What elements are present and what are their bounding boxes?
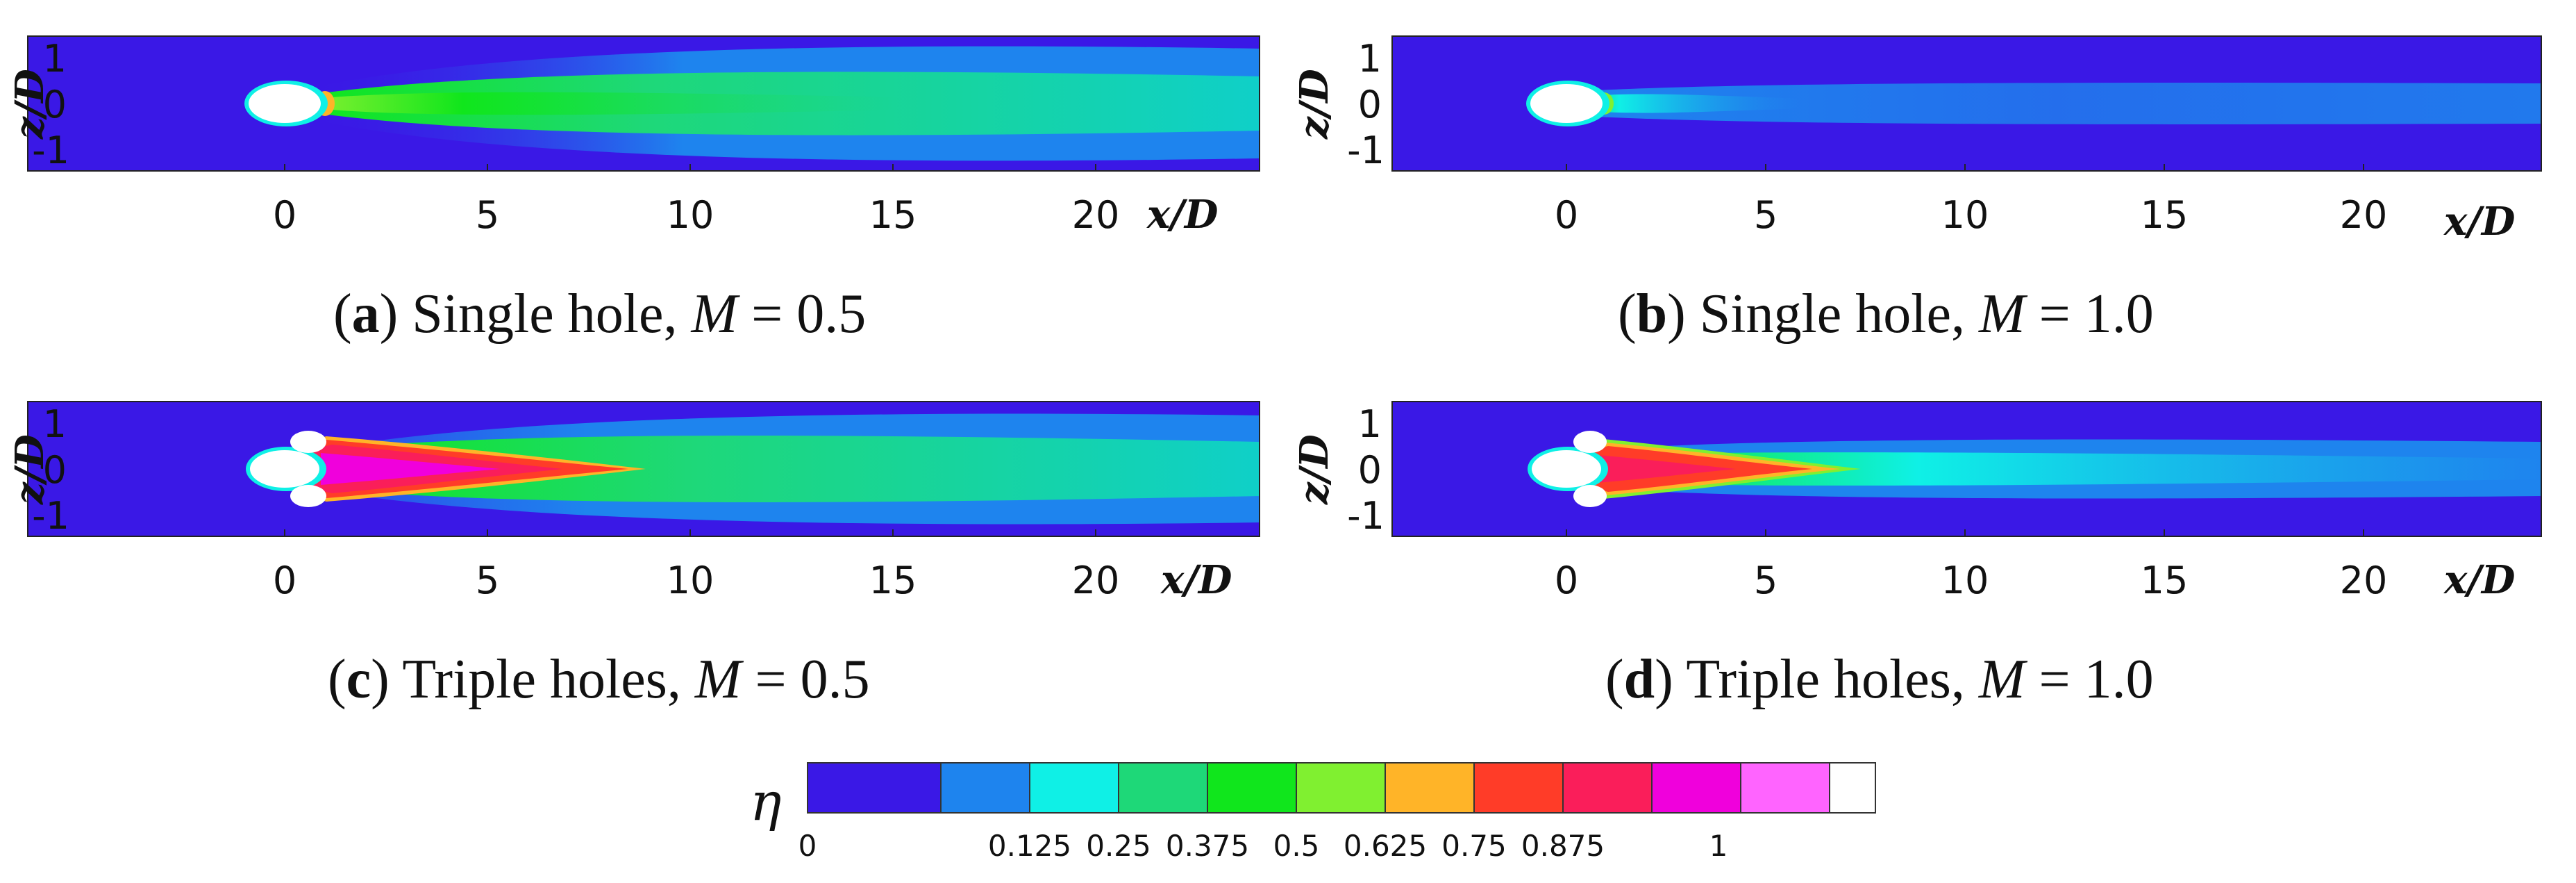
z-tick-label: 0 bbox=[1358, 448, 1382, 492]
colorbar-cell bbox=[940, 762, 1030, 814]
colorbar-cell bbox=[807, 762, 942, 814]
x-tick-label: 15 bbox=[2141, 193, 2189, 237]
z-tick-label: 1 bbox=[1358, 37, 1382, 81]
panel-d: 0 5 10 15 20 x/D 1 0 -1 z/D (d) Triple h… bbox=[1291, 401, 2542, 710]
colorbar-cell bbox=[1473, 762, 1564, 814]
z-tick-label: 0 bbox=[43, 83, 67, 126]
x-tick-label: 20 bbox=[2340, 193, 2388, 237]
colorbar: η 0 0.125 0.25 0.375 0.5 0.625 0.75 0.875 1 bbox=[750, 762, 1876, 863]
z-tick-label: 1 bbox=[43, 402, 67, 446]
z-axis-label: z/D bbox=[7, 69, 53, 140]
colorbar-tick-label: 0.125 bbox=[988, 829, 1071, 863]
z-axis-label: z/D bbox=[1291, 69, 1337, 140]
colorbar-tick-label: 0.375 bbox=[1166, 829, 1249, 863]
x-axis-ticks-b bbox=[1566, 164, 2364, 171]
x-tick-label: 15 bbox=[2141, 559, 2189, 602]
panel-a: 0 5 10 15 20 x/D 1 0 -1 z/D (a) Single h… bbox=[7, 35, 1260, 345]
z-tick-label: 0 bbox=[43, 448, 67, 492]
z-tick-label: -1 bbox=[32, 129, 69, 172]
caption-d: (d) Triple holes, M = 1.0 bbox=[1605, 649, 2154, 710]
x-tick-label: 5 bbox=[1754, 193, 1778, 237]
z-tick-label: -1 bbox=[1347, 129, 1385, 172]
panel-c: 0 5 10 15 20 x/D 1 0 -1 z/D (c) Triple h… bbox=[7, 401, 1260, 710]
z-axis-label: z/D bbox=[1291, 434, 1337, 505]
colorbar-tick-label: 0.25 bbox=[1086, 829, 1151, 863]
x-tick-label: 5 bbox=[1754, 559, 1778, 602]
x-tick-label: 10 bbox=[667, 559, 714, 602]
contour-plot-c bbox=[28, 402, 1260, 536]
colorbar-cell bbox=[1740, 762, 1830, 814]
x-tick-label: 10 bbox=[1941, 559, 1989, 602]
x-axis-label: x/D bbox=[1146, 192, 1219, 238]
z-axis-label: z/D bbox=[7, 434, 53, 505]
colorbar-tick-label: 1 bbox=[1709, 829, 1728, 863]
colorbar-symbol: η bbox=[750, 770, 782, 832]
x-axis-label: x/D bbox=[2443, 199, 2516, 245]
colorbar-cell bbox=[1385, 762, 1475, 814]
x-tick-label: 0 bbox=[273, 559, 296, 602]
z-tick-label: 0 bbox=[1358, 83, 1382, 126]
x-tick-label: 5 bbox=[476, 559, 499, 602]
caption-b: (b) Single hole, M = 1.0 bbox=[1618, 283, 2154, 345]
x-tick-label: 20 bbox=[2340, 559, 2388, 602]
x-axis-label: x/D bbox=[2443, 557, 2516, 603]
x-tick-label: 15 bbox=[869, 559, 917, 602]
z-tick-label: -1 bbox=[32, 494, 69, 538]
x-axis-ticks-c bbox=[284, 529, 1096, 536]
caption-a: (a) Single hole, M = 0.5 bbox=[333, 283, 866, 345]
colorbar-tick-label: 0.875 bbox=[1521, 829, 1605, 863]
x-tick-label: 0 bbox=[1555, 193, 1578, 237]
contour-plot-d bbox=[1392, 402, 2541, 536]
x-tick-label: 10 bbox=[1941, 193, 1989, 237]
x-tick-label: 5 bbox=[476, 193, 499, 237]
colorbar-cell bbox=[1207, 762, 1297, 814]
x-tick-label: 10 bbox=[667, 193, 714, 237]
colorbar-tick-label: 0.625 bbox=[1344, 829, 1427, 863]
x-axis-ticks-d bbox=[1566, 529, 2364, 536]
x-tick-label: 15 bbox=[869, 193, 917, 237]
x-axis-ticks-a bbox=[284, 164, 1096, 171]
z-tick-label: -1 bbox=[1347, 494, 1385, 538]
colorbar-tick-label: 0.75 bbox=[1441, 829, 1507, 863]
caption-c: (c) Triple holes, M = 0.5 bbox=[328, 649, 870, 710]
z-tick-label: 1 bbox=[43, 37, 67, 81]
colorbar-cell bbox=[1829, 762, 1876, 814]
colorbar-cell bbox=[1562, 762, 1653, 814]
colorbar-cell bbox=[1118, 762, 1208, 814]
z-tick-label: 1 bbox=[1358, 402, 1382, 446]
contour-plot-b bbox=[1392, 36, 2541, 171]
contour-plot-a bbox=[28, 36, 1260, 171]
x-tick-label: 0 bbox=[273, 193, 296, 237]
colorbar-labels: 0 0.125 0.25 0.375 0.5 0.625 0.75 0.875 1 bbox=[798, 829, 1728, 863]
colorbar-cells bbox=[807, 762, 1876, 814]
colorbar-tick-label: 0.5 bbox=[1273, 829, 1320, 863]
colorbar-tick-label: 0 bbox=[798, 829, 817, 863]
x-tick-label: 20 bbox=[1072, 193, 1120, 237]
panel-b: 0 5 10 15 20 x/D 1 0 -1 z/D (b) Single h… bbox=[1291, 35, 2542, 345]
x-tick-label: 20 bbox=[1072, 559, 1120, 602]
colorbar-cell bbox=[1029, 762, 1119, 814]
colorbar-cell bbox=[1296, 762, 1386, 814]
x-tick-label: 0 bbox=[1555, 559, 1578, 602]
colorbar-cell bbox=[1651, 762, 1741, 814]
x-axis-label: x/D bbox=[1160, 557, 1232, 603]
